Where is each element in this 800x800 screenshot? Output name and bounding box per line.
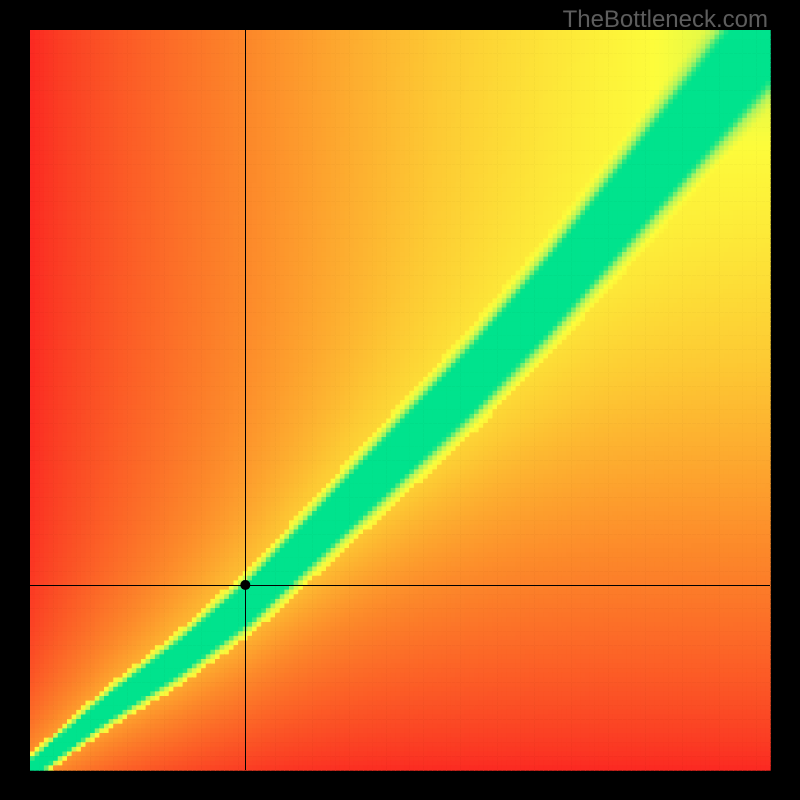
watermark-text: TheBottleneck.com	[563, 6, 768, 34]
bottleneck-heatmap	[0, 0, 800, 800]
chart-container: TheBottleneck.com	[0, 0, 800, 800]
